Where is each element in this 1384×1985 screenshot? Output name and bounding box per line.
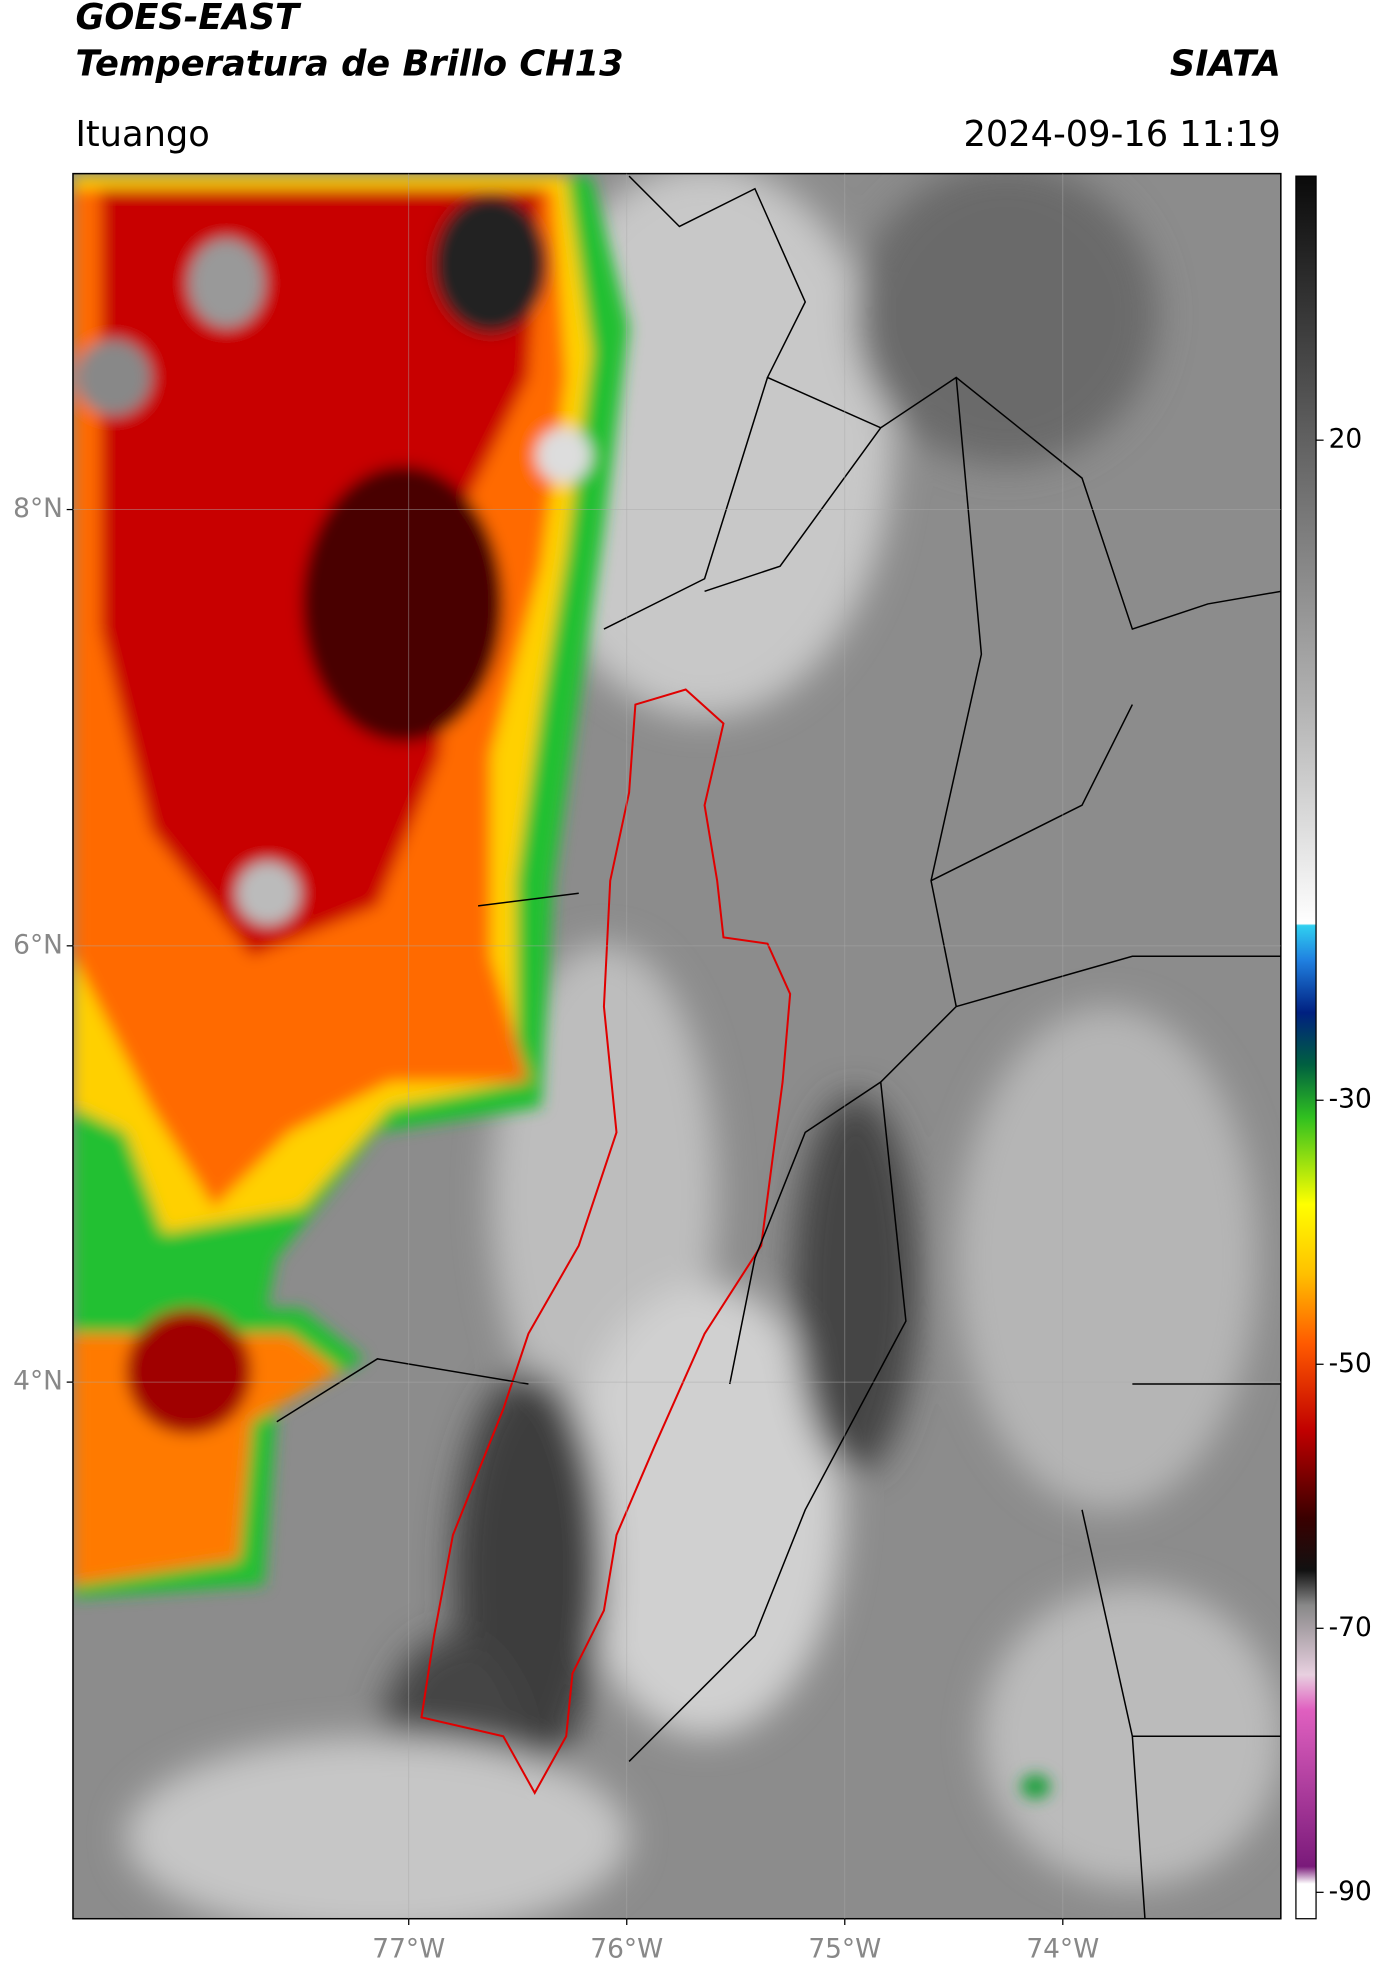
colorbar-tick-label: -30: [1329, 1084, 1372, 1115]
lat-tick-label: 4°N: [13, 1366, 63, 1397]
graticule: [72, 173, 1281, 1919]
map-frame: [72, 172, 1282, 1920]
satellite-image: [72, 173, 1281, 1919]
colorbar-tick-label: -90: [1329, 1876, 1372, 1907]
lon-tick-label: 77°W: [372, 1934, 445, 1965]
lat-tick-label: 8°N: [13, 493, 63, 524]
colorbar-tick-label: -50: [1329, 1348, 1372, 1379]
lon-tick-label: 74°W: [1026, 1934, 1099, 1965]
product: Temperatura de Brillo CH13: [75, 43, 623, 84]
institution: SIATA: [1170, 43, 1281, 84]
datetime: 2024-09-16 11:19: [963, 114, 1280, 155]
colorbar-tick-label: -70: [1329, 1612, 1372, 1643]
colorbar: [1295, 175, 1317, 1920]
lon-tick-label: 76°W: [590, 1934, 663, 1965]
colorbar-tick-label: 20: [1329, 424, 1363, 455]
satellite: GOES-EAST: [75, 0, 302, 38]
lat-tick-label: 6°N: [13, 929, 63, 960]
lon-tick-label: 75°W: [808, 1934, 881, 1965]
region: Ituango: [75, 114, 209, 155]
